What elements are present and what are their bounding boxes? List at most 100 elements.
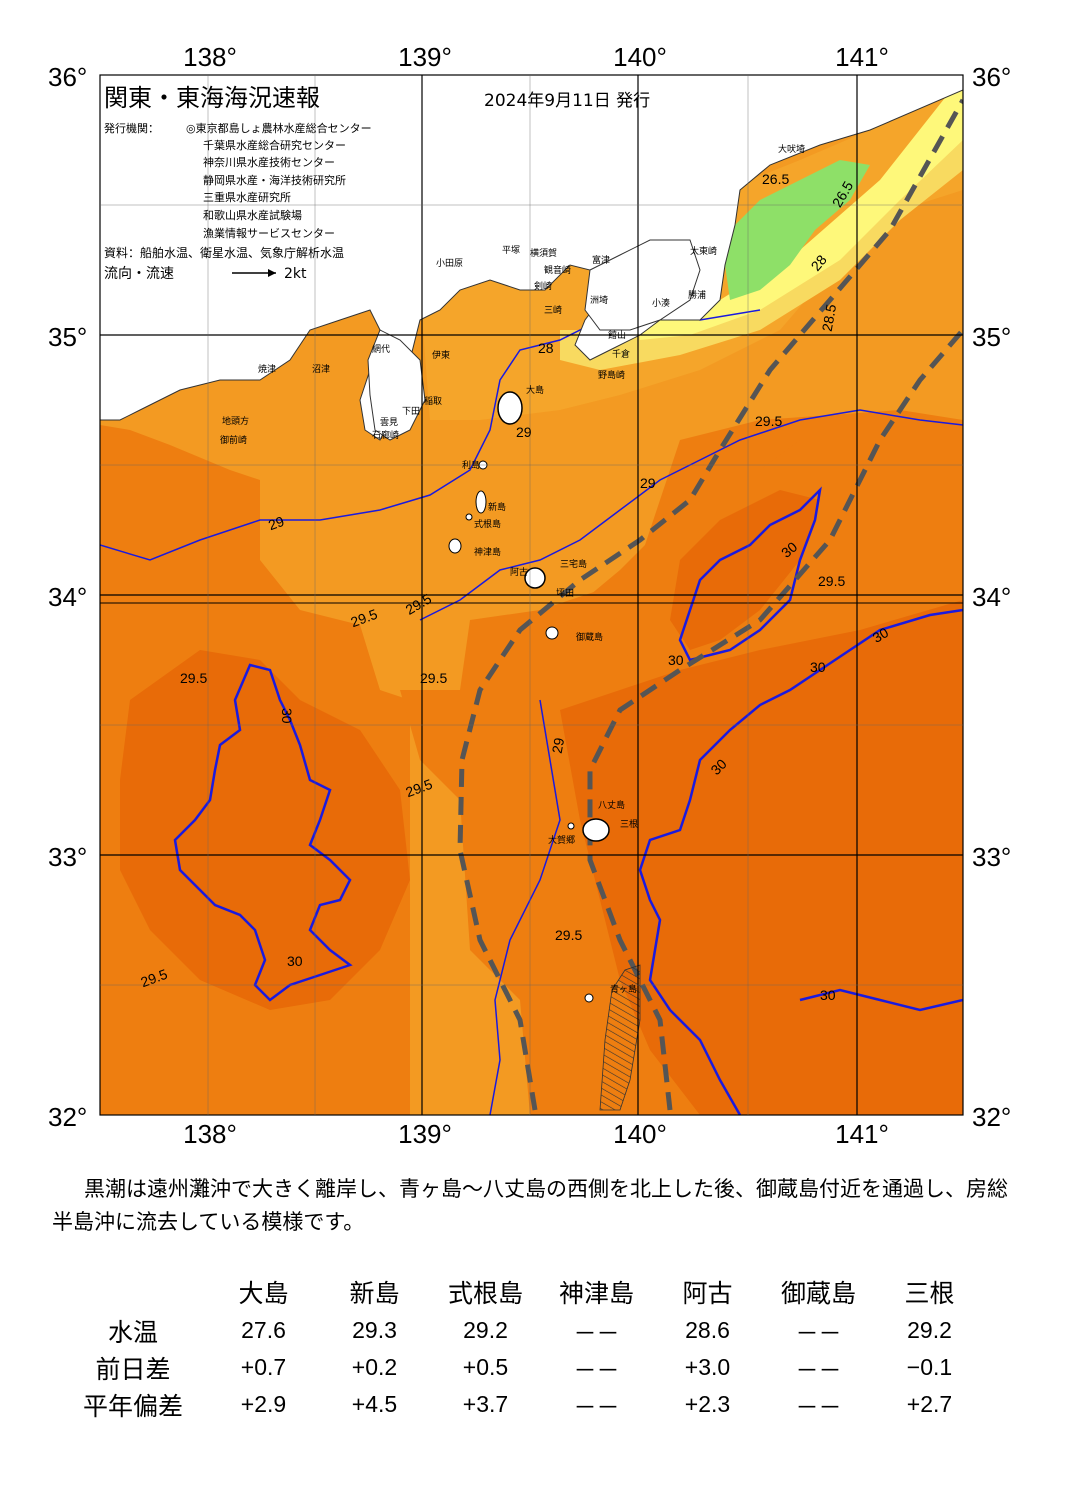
table-cell: +3.0: [684, 1354, 731, 1380]
land-izu-peninsula: [367, 329, 426, 441]
table-row: 水温 27.6 29.3 29.2 －－ 28.6 －－ 29.2: [58, 1312, 985, 1349]
issue-date: 2024年9月11日 発行: [484, 91, 650, 111]
land-boso-peninsula: [584, 239, 701, 331]
iso-label: 29: [549, 736, 567, 754]
island-aogashima: [584, 993, 594, 1003]
sea-30c-area-east: [560, 600, 963, 1115]
island-mikurajima: [545, 626, 559, 640]
lat-axis-left: 36° 35° 34° 33° 32°: [48, 62, 87, 1132]
isotherm-30-northeast: [678, 486, 822, 662]
place-label: 焼津: [258, 364, 276, 375]
isotherm-30-east: [638, 608, 963, 1115]
table-cell: －－: [795, 1393, 842, 1420]
lon-tick-bottom-138: 138°: [183, 1119, 237, 1149]
lat-tick-right-34: 34°: [972, 582, 1011, 612]
place-label: 大賀郷: [548, 834, 575, 846]
issuer-1: 千葉県水産総合研究センター: [203, 138, 346, 152]
island-kozushima: [448, 538, 462, 554]
iso-label: 30: [820, 987, 836, 1003]
lat-tick-left-34: 34°: [48, 582, 87, 612]
issuers-label: 発行機関：: [104, 121, 159, 135]
isotherm-30-east-inner: [799, 988, 963, 1012]
iso-label: 30: [287, 953, 303, 969]
place-label: 太東崎: [690, 245, 717, 257]
iso-label: 29: [516, 424, 532, 440]
iso-label: 29.5: [818, 573, 845, 589]
sea-temperature-map: 138° 139° 140° 141° 138° 139° 140° 141° …: [48, 42, 1011, 1149]
place-label: 大吠埼: [778, 143, 805, 155]
table-cell: 28.6: [685, 1317, 730, 1343]
place-label: 沼津: [312, 364, 330, 375]
lat-axis-right: 36° 35° 34° 33° 32°: [972, 62, 1011, 1132]
place-label: 平塚: [502, 245, 520, 256]
iso-label: 28: [538, 340, 554, 356]
table-cell: +2.9: [240, 1391, 287, 1417]
sea-30c-area-northeast: [670, 490, 820, 650]
lon-tick-top-140: 140°: [613, 42, 667, 72]
place-labels: 大吠埼 太東崎 勝浦 小湊 洲埼 富津 館山 千倉 野島崎 横須賀 観音崎 剣崎…: [220, 143, 805, 995]
lat-tick-right-32: 32°: [972, 1102, 1011, 1132]
table-cell: +0.5: [462, 1354, 509, 1380]
table-cell: +0.7: [240, 1354, 287, 1380]
comment-text: 黒潮は遠州灘沖で大きく離岸し、青ヶ島～八丈島の西側を北上した後、御蔵島付近を通過…: [52, 1177, 1008, 1234]
column-header: 大島: [238, 1279, 289, 1308]
isotherm-29-central: [419, 409, 963, 621]
iso-label: 26.5: [762, 171, 789, 187]
place-label: 新島: [488, 501, 506, 513]
iso-label: 30: [870, 624, 892, 646]
table-cell: －－: [573, 1319, 620, 1346]
place-label: 御前崎: [220, 434, 247, 446]
kuroshio-axis-branch: [587, 328, 963, 1111]
table-cell: +2.3: [684, 1391, 731, 1417]
issuer-2: 神奈川県水産技術センター: [203, 155, 335, 169]
lon-tick-top-138: 138°: [183, 42, 237, 72]
table-cell: +4.5: [351, 1391, 398, 1417]
iso-label: 30: [668, 652, 684, 668]
table-cell: －－: [573, 1356, 620, 1383]
issuer-3: 静岡県水産・海洋技術研究所: [203, 173, 346, 187]
cold-patch-area: [725, 160, 870, 300]
table-row: 前日差 +0.7 +0.2 +0.5 －－ +3.0 －－ −0.1: [58, 1349, 985, 1386]
lat-tick-left-35: 35°: [48, 322, 87, 352]
iso-label: 30: [279, 708, 295, 724]
isotherm-30-southwest: [173, 663, 353, 1002]
map-title: 関東・東海海況速報: [104, 84, 320, 112]
place-label: 大島: [526, 384, 544, 396]
place-label: 坪田: [556, 588, 574, 599]
table-cell: －－: [795, 1319, 842, 1346]
island-shikinejima: [465, 513, 473, 521]
table-cell: −0.1: [906, 1354, 953, 1380]
place-label: 石廊崎: [372, 429, 399, 441]
table-cell: +3.7: [462, 1391, 509, 1417]
minor-grid: [100, 75, 963, 1115]
island-hachijo-kojima: [567, 822, 575, 830]
place-label: 伊東: [432, 349, 450, 361]
place-label: 館山: [608, 329, 626, 341]
column-header: 三根: [904, 1279, 955, 1308]
flow-legend-label: 流向・流速: [104, 266, 174, 282]
row-header: 平年偏差: [82, 1391, 183, 1421]
place-label: 小湊: [652, 297, 670, 309]
issuer-5: 和歌山県水産試験場: [203, 208, 302, 222]
table-cell: －－: [573, 1393, 620, 1420]
flow-legend-arrowhead: [268, 269, 276, 277]
issuer-4: 三重県水産研究所: [203, 190, 291, 204]
island-oshima: [497, 391, 523, 425]
iso-label: 29.5: [755, 413, 782, 429]
lat-tick-right-33: 33°: [972, 842, 1011, 872]
island-hachijojima: [582, 818, 610, 842]
table-row: 平年偏差 +2.9 +4.5 +3.7 －－ +2.3 －－ +2.7: [58, 1386, 985, 1423]
table-cell: 27.6: [241, 1317, 286, 1343]
condition-comment: 黒潮は遠州灘沖で大きく離岸し、青ヶ島～八丈島の西側を北上した後、御蔵島付近を通過…: [52, 1173, 1012, 1239]
lon-axis-top: 138° 139° 140° 141°: [183, 42, 889, 72]
lon-tick-bottom-140: 140°: [613, 1119, 667, 1149]
place-label: 富津: [592, 254, 610, 266]
issuer-6: 漁業情報サービスセンター: [203, 226, 335, 240]
lat-tick-left-33: 33°: [48, 842, 87, 872]
column-header: 神津島: [558, 1279, 634, 1308]
lat-tick-right-35: 35°: [972, 322, 1011, 352]
flow-legend-value: 2kt: [284, 266, 307, 282]
iso-label: 29: [266, 513, 286, 533]
place-label: 三根: [620, 818, 638, 830]
place-label: 横須賀: [530, 247, 557, 259]
